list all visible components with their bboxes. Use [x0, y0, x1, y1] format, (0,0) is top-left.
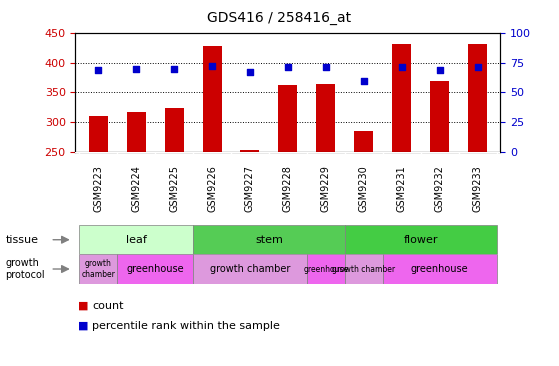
Text: GSM9227: GSM9227: [245, 165, 255, 212]
Bar: [193, 225, 345, 254]
Point: [245, 69, 254, 75]
Bar: [117, 254, 193, 284]
Text: ■: ■: [78, 300, 89, 311]
Bar: [383, 254, 496, 284]
Text: GSM9224: GSM9224: [131, 165, 141, 212]
Bar: [79, 254, 117, 284]
Bar: [202, 46, 221, 152]
Bar: [345, 225, 496, 254]
Text: GSM9228: GSM9228: [283, 165, 293, 212]
Bar: [307, 254, 345, 284]
Point: [321, 64, 330, 70]
Bar: [345, 254, 383, 284]
Text: count: count: [92, 300, 124, 311]
Text: GSM9225: GSM9225: [169, 165, 179, 212]
Point: [207, 63, 216, 69]
Bar: [392, 44, 411, 152]
Text: growth chamber: growth chamber: [332, 265, 395, 273]
Point: [94, 67, 103, 73]
Point: [435, 67, 444, 73]
Bar: [316, 84, 335, 152]
Text: greenhouse: greenhouse: [411, 264, 468, 274]
Text: GDS416 / 258416_at: GDS416 / 258416_at: [207, 11, 352, 25]
Text: tissue: tissue: [6, 235, 39, 245]
Point: [359, 78, 368, 83]
Text: leaf: leaf: [126, 235, 146, 245]
Text: greenhouse: greenhouse: [126, 264, 184, 274]
Text: GSM9231: GSM9231: [397, 165, 407, 212]
Bar: [79, 225, 193, 254]
Text: GSM9232: GSM9232: [434, 165, 444, 212]
Bar: [89, 116, 108, 152]
Point: [169, 66, 178, 72]
Bar: [193, 254, 307, 284]
Text: GSM9229: GSM9229: [321, 165, 331, 212]
Text: growth
protocol: growth protocol: [6, 258, 45, 280]
Text: growth
chamber: growth chamber: [81, 259, 115, 279]
Text: GSM9226: GSM9226: [207, 165, 217, 212]
Text: GSM9230: GSM9230: [359, 165, 369, 212]
Bar: [127, 112, 146, 152]
Text: flower: flower: [404, 235, 438, 245]
Bar: [468, 44, 487, 152]
Point: [132, 66, 141, 72]
Text: greenhouse: greenhouse: [303, 265, 348, 273]
Text: growth chamber: growth chamber: [210, 264, 290, 274]
Bar: [240, 150, 259, 152]
Text: ■: ■: [78, 321, 89, 331]
Bar: [430, 81, 449, 152]
Point: [473, 64, 482, 70]
Bar: [164, 108, 183, 152]
Text: stem: stem: [255, 235, 283, 245]
Bar: [354, 131, 373, 152]
Text: GSM9223: GSM9223: [93, 165, 103, 212]
Point: [283, 64, 292, 70]
Text: GSM9233: GSM9233: [472, 165, 482, 212]
Point: [397, 64, 406, 70]
Bar: [278, 85, 297, 152]
Text: percentile rank within the sample: percentile rank within the sample: [92, 321, 280, 331]
